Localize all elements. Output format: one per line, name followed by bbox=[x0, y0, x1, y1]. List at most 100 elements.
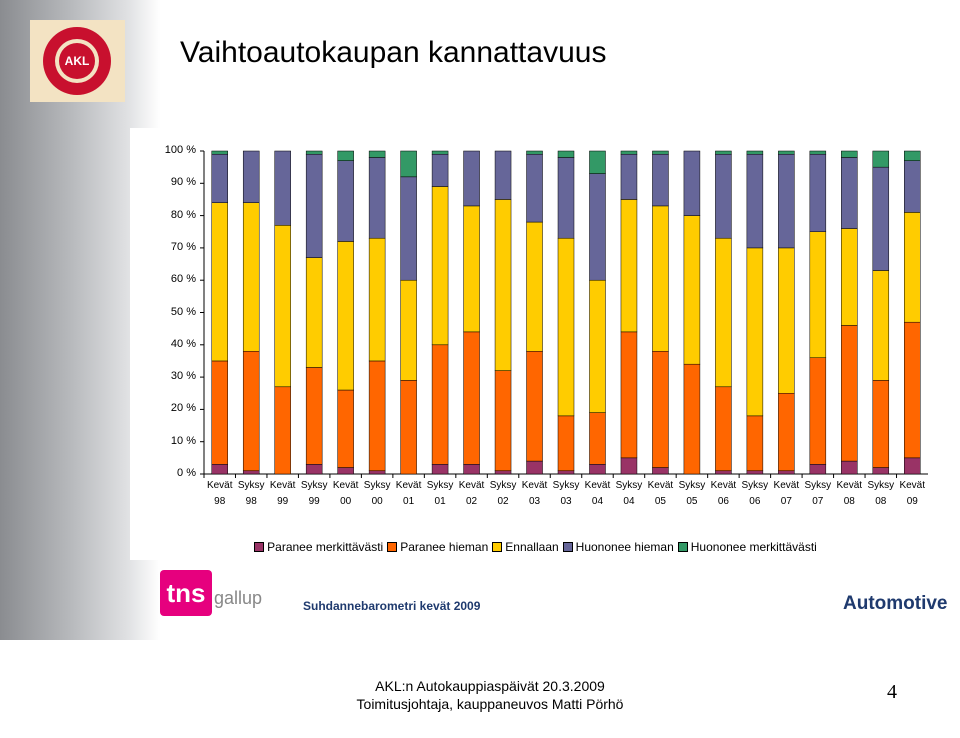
x-tick-label: Syksy 99 bbox=[300, 480, 328, 507]
bar-segment bbox=[337, 241, 354, 391]
x-tick-label: Kevät 08 bbox=[836, 480, 863, 507]
legend-label: Ennallaan bbox=[505, 540, 559, 554]
bar-segment bbox=[337, 389, 354, 468]
bar-segment bbox=[211, 153, 228, 203]
brand-sub: gallup bbox=[214, 588, 263, 608]
bar-segment bbox=[746, 153, 764, 249]
bar-segment bbox=[872, 380, 890, 468]
chart bbox=[200, 150, 928, 478]
bar-segment bbox=[463, 205, 480, 333]
y-tick-label: 10 % bbox=[170, 434, 196, 447]
bar-segment bbox=[872, 467, 890, 475]
bar-segment bbox=[872, 150, 890, 168]
bar-segment bbox=[557, 150, 575, 158]
bar-segment bbox=[652, 153, 669, 207]
bar-segment bbox=[841, 157, 858, 229]
legend-label: Paranee hieman bbox=[400, 540, 489, 554]
bar-segment bbox=[809, 150, 827, 155]
bar-segment bbox=[652, 467, 669, 475]
bar-segment bbox=[589, 464, 606, 475]
x-tick-label: Syksy 07 bbox=[804, 480, 832, 507]
legend-label: Huononee merkittävästi bbox=[690, 540, 817, 554]
footer-line2: Toimitusjohtaja, kauppaneuvos Matti Pörh… bbox=[356, 696, 624, 712]
legend-swatch bbox=[492, 542, 503, 552]
bar-segment bbox=[809, 464, 827, 475]
bar-segment bbox=[557, 157, 575, 239]
bar-segment bbox=[368, 157, 386, 239]
bar-segment bbox=[589, 150, 606, 174]
bar-segment bbox=[431, 153, 449, 187]
x-tick-label: Kevät 02 bbox=[458, 480, 485, 507]
bar-segment bbox=[778, 393, 795, 472]
bar-segment bbox=[589, 173, 606, 281]
bar-segment bbox=[494, 199, 512, 371]
bar-segment bbox=[431, 186, 449, 346]
bar-segment bbox=[904, 150, 921, 161]
bar-segment bbox=[778, 470, 795, 475]
bar-segment bbox=[904, 457, 921, 475]
akl-logo: AKL bbox=[30, 20, 125, 102]
bar-segment bbox=[557, 237, 575, 417]
x-tick-label: Kevät 07 bbox=[773, 480, 800, 507]
bar-segment bbox=[841, 460, 858, 475]
bar-segment bbox=[431, 150, 449, 155]
x-tick-label: Syksy 02 bbox=[489, 480, 517, 507]
bar-segment bbox=[400, 176, 417, 281]
legend-item: Paranee merkittävästi bbox=[254, 540, 383, 554]
y-tick-label: 0 % bbox=[177, 467, 196, 479]
y-tick-label: 20 % bbox=[170, 402, 196, 415]
bar-segment bbox=[211, 360, 228, 465]
bar-segment bbox=[589, 279, 606, 413]
bar-segment bbox=[683, 215, 701, 365]
x-tick-label: Kevät 05 bbox=[647, 480, 674, 507]
bar-segment bbox=[715, 470, 732, 475]
legend-swatch bbox=[254, 542, 265, 552]
x-tick-label: Kevät 09 bbox=[899, 480, 926, 507]
y-tick-label: 60 % bbox=[170, 273, 196, 286]
legend: Paranee merkittävästi Paranee hieman Ennal… bbox=[0, 540, 960, 554]
bar-segment bbox=[872, 166, 890, 271]
bar-segment bbox=[463, 150, 480, 207]
x-tick-label: Kevät 00 bbox=[332, 480, 359, 507]
bar-segment bbox=[620, 150, 638, 155]
legend-swatch bbox=[562, 542, 573, 552]
x-tick-label: Kevät 98 bbox=[206, 480, 233, 507]
bar-segment bbox=[305, 464, 323, 475]
legend-item: Huononee hieman bbox=[562, 540, 674, 554]
bar-segment bbox=[557, 470, 575, 475]
x-tick-label: Kevät 01 bbox=[395, 480, 422, 507]
bar-segment bbox=[904, 321, 921, 459]
bar-segment bbox=[400, 279, 417, 381]
y-tick-label: 50 % bbox=[170, 305, 196, 318]
x-tick-label: Syksy 08 bbox=[867, 480, 895, 507]
bar-segment bbox=[526, 460, 543, 475]
y-tick-label: 80 % bbox=[170, 208, 196, 221]
bar-segment bbox=[746, 150, 764, 155]
legend-label: Paranee merkittävästi bbox=[267, 540, 384, 554]
bar-segment bbox=[431, 464, 449, 475]
x-tick-label: Kevät 04 bbox=[584, 480, 611, 507]
bar-segment bbox=[526, 351, 543, 462]
legend-item: Paranee hieman bbox=[387, 540, 488, 554]
bar-segment bbox=[400, 380, 417, 475]
bar-segment bbox=[620, 331, 638, 459]
bar-segment bbox=[841, 150, 858, 158]
y-tick-label: 70 % bbox=[170, 240, 196, 253]
bar-segment bbox=[274, 150, 291, 226]
y-tick-label: 100 % bbox=[164, 144, 196, 156]
legend-label: Huononee hieman bbox=[575, 540, 674, 554]
bar-segment bbox=[809, 153, 827, 232]
bar-segment bbox=[809, 357, 827, 465]
bar-segment bbox=[904, 160, 921, 213]
sector-text: Automotive bbox=[843, 593, 948, 614]
bar-segment bbox=[746, 415, 764, 472]
bar-segment bbox=[872, 270, 890, 381]
bar-segment bbox=[463, 464, 480, 475]
bar-segment bbox=[715, 237, 732, 388]
bar-segment bbox=[368, 470, 386, 475]
bar-segment bbox=[652, 150, 669, 155]
y-tick-label: 40 % bbox=[170, 337, 196, 350]
source-text: Suhdannebarometri kevät 2009 bbox=[303, 599, 481, 613]
bar-segment bbox=[904, 212, 921, 323]
bar-segment bbox=[211, 464, 228, 475]
